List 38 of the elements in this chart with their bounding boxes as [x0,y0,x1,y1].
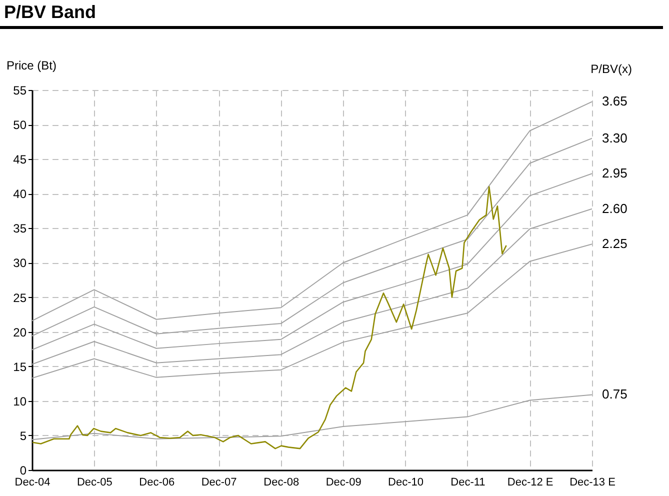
legend-title: P/BV(x) [590,62,632,76]
series-label: 2.25 [602,236,628,252]
y-tick-label: 5 [20,428,27,443]
series-label: 3.30 [602,130,628,146]
y-tick-label: 30 [13,256,27,270]
line-series [32,138,592,336]
x-tick-label: Dec-04 [14,476,50,488]
line-series [32,208,592,365]
y-tick-label: 15 [13,360,27,374]
line-series [32,101,592,322]
x-tick-label: Dec-08 [264,476,300,488]
series-label: 0.75 [602,386,628,402]
series-label: 2.60 [602,200,628,216]
x-tick-label: Dec-12 E [507,476,554,488]
series-label: 3.65 [602,94,628,109]
y-axis-title: Price (Bt) [6,58,57,72]
y-tick-label: 35 [13,222,27,236]
y-tick-label: 10 [13,394,27,408]
y-tick-label: 25 [13,290,27,305]
x-tick-label: Dec-05 [76,476,112,488]
line-series [32,394,592,440]
y-tick-label: 40 [13,187,27,202]
x-tick-label: Dec-10 [388,476,424,488]
x-tick-label: Dec-06 [139,476,175,488]
line-series [32,244,592,379]
x-tick-label: Dec-11 [450,476,486,488]
x-tick-label: Dec-09 [326,476,362,488]
y-tick-label: 55 [13,84,27,98]
y-tick-label: 0 [20,464,27,478]
y-tick-label: 45 [13,152,27,167]
x-tick-label: Dec-07 [201,476,237,488]
line-series [32,186,507,450]
y-tick-label: 50 [13,118,27,132]
x-tick-label: Dec-13 E [570,476,616,488]
line-series [32,173,592,350]
series-label: 2.95 [602,166,628,181]
y-tick-label: 20 [13,325,27,340]
chart-title: P/BV Band [0,0,663,29]
